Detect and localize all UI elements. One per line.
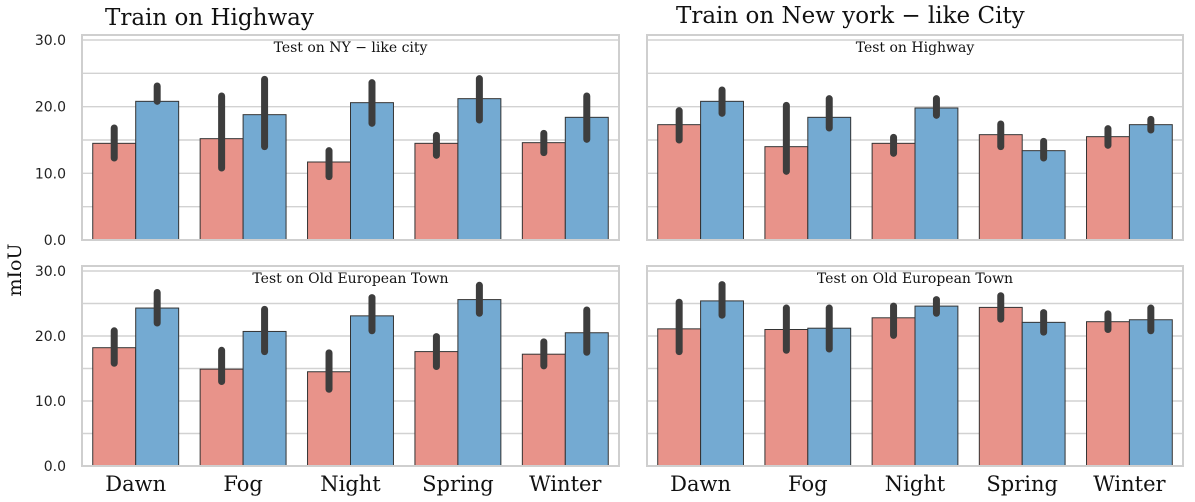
panel-title: Test on NY − like city (274, 40, 428, 56)
bar-dawn-series-b (700, 300, 744, 467)
bar-night-series-a (871, 317, 916, 467)
y-axis-label: mIoU (4, 244, 26, 297)
panel-frame (81, 265, 620, 467)
bar-winter-series-a (521, 142, 566, 241)
bar-dawn-series-b (135, 307, 180, 467)
x-tick-label: Winter (1093, 472, 1166, 496)
chart-panel-3: Test on Old European Town 0.0 10.0 20.0 30.0… (35, 264, 620, 496)
panel-frame (646, 265, 1184, 467)
y-tick-label: 20.0 (35, 329, 66, 345)
y-tick-label: 0.0 (44, 459, 66, 475)
bar-spring-series-b (457, 299, 502, 467)
bar-winter-series-b (1128, 124, 1173, 241)
bar-night-series-a (871, 142, 916, 241)
bar-night-series-b (914, 305, 959, 467)
bar-dawn-series-a (657, 124, 702, 241)
y-tick-label: 10.0 (35, 166, 66, 182)
bar-dawn-series-b (135, 100, 180, 241)
bar-winter-series-b (1128, 319, 1173, 467)
bar-spring-series-a (978, 134, 1023, 241)
bar-spring-series-b (1021, 150, 1066, 241)
x-tick-label: Night (885, 472, 946, 496)
bar-winter-series-a (1086, 321, 1130, 467)
x-tick-label: Dawn (105, 472, 166, 496)
panel-title: Test on Old European Town (252, 271, 448, 287)
x-tick-label: Fog (223, 472, 263, 496)
x-tick-label: Spring (986, 472, 1058, 496)
bar-spring-series-a (978, 306, 1023, 467)
panel-frame (646, 34, 1184, 241)
x-tick-label: Fog (788, 472, 828, 496)
panel-title: Test on Highway (856, 40, 975, 56)
bar-fog-series-b (807, 116, 852, 241)
x-tick-label: Spring (422, 472, 494, 496)
y-tick-label: 10.0 (35, 394, 66, 410)
x-tick-label: Night (320, 472, 381, 496)
y-tick-label: 30.0 (35, 264, 66, 280)
bar-night-series-b (914, 107, 959, 241)
bar-winter-series-a (1086, 136, 1130, 241)
chart-panel-1: Test on NY − like city 0.0 10.0 20.0 30.0 (35, 33, 620, 249)
column-title-right: Train on New york − like City (676, 3, 1025, 29)
bar-night-series-b (350, 315, 394, 467)
y-tick-label: 20.0 (35, 100, 66, 116)
bar-winter-series-a (521, 353, 566, 467)
chart-panel-4: Test on Old European Town Dawn Fog Night Spr… (646, 265, 1184, 496)
y-tick-label: 0.0 (44, 233, 66, 249)
panel-title: Test on Old European Town (817, 271, 1013, 287)
bar-dawn-series-b (700, 100, 744, 241)
bar-spring-series-b (1021, 321, 1066, 467)
y-tick-label: 30.0 (35, 33, 66, 49)
x-tick-label: Dawn (670, 472, 731, 496)
chart-panel-2: Test on Highway (646, 34, 1184, 241)
panel-frame (81, 34, 620, 241)
x-tick-label: Winter (529, 472, 602, 496)
column-title-left: Train on Highway (105, 5, 314, 31)
